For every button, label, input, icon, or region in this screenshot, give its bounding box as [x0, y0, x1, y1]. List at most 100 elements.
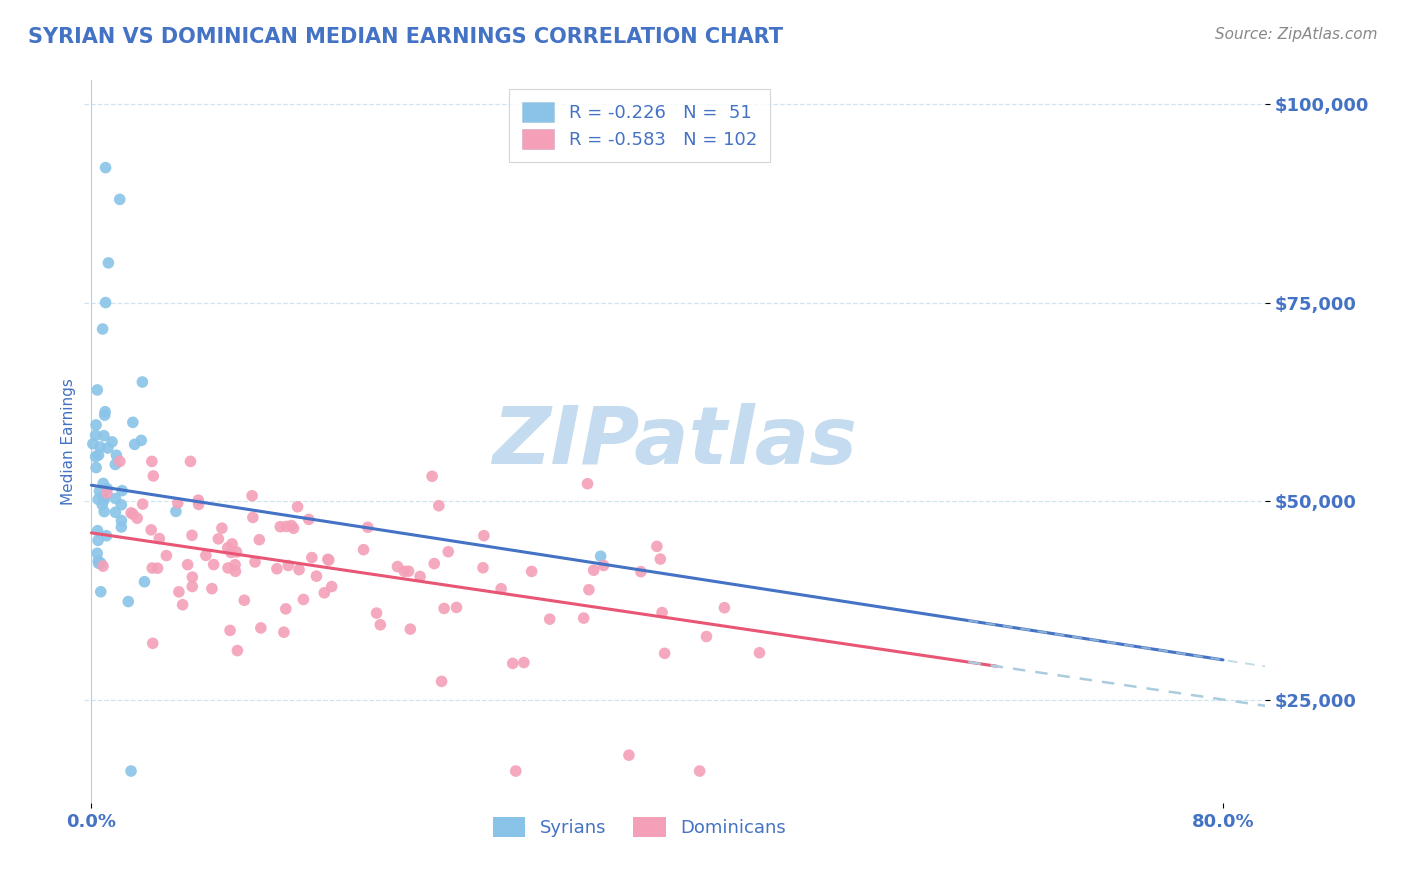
Point [142, 636, 165, 650]
Point [84, 417, 107, 432]
Point [141, 523, 163, 537]
Point [104, 505, 127, 519]
Point [357, 520, 380, 534]
Point [420, 469, 443, 483]
Point [94, 405, 117, 419]
Point [283, 521, 305, 535]
Point [366, 606, 388, 620]
Point [266, 562, 288, 576]
Point [242, 510, 264, 524]
Point [589, 549, 612, 564]
Point [87, 556, 110, 570]
Point [97, 441, 120, 455]
Point [409, 569, 432, 583]
Point [131, 497, 153, 511]
Point [520, 565, 543, 579]
Point [141, 454, 163, 468]
Point [127, 511, 149, 525]
Point [274, 602, 297, 616]
Point [576, 476, 599, 491]
Point [181, 528, 204, 542]
Point [217, 541, 239, 555]
Point [176, 558, 198, 572]
Legend: Syrians, Dominicans: Syrians, Dominicans [485, 810, 793, 845]
Text: Source: ZipAtlas.com: Source: ZipAtlas.com [1215, 27, 1378, 42]
Point [243, 555, 266, 569]
Point [90, 584, 112, 599]
Point [394, 564, 416, 578]
Point [370, 617, 392, 632]
Point [96, 486, 118, 500]
Point [630, 565, 652, 579]
Point [211, 521, 233, 535]
Point [105, 448, 128, 462]
Point [194, 549, 217, 563]
Point [287, 500, 309, 514]
Point [84, 450, 107, 464]
Point [87, 492, 110, 507]
Point [129, 434, 152, 448]
Point [110, 520, 132, 534]
Point [513, 656, 536, 670]
Point [592, 558, 614, 573]
Point [748, 646, 770, 660]
Point [430, 674, 453, 689]
Point [110, 498, 132, 512]
Point [142, 469, 165, 483]
Point [202, 558, 225, 572]
Point [226, 643, 249, 657]
Point [86, 546, 108, 560]
Point [201, 582, 224, 596]
Point [472, 529, 495, 543]
Point [651, 606, 673, 620]
Text: SYRIAN VS DOMINICAN MEDIAN EARNINGS CORRELATION CHART: SYRIAN VS DOMINICAN MEDIAN EARNINGS CORR… [28, 27, 783, 46]
Point [110, 514, 132, 528]
Point [97, 256, 120, 270]
Point [94, 295, 117, 310]
Point [224, 565, 246, 579]
Point [93, 408, 115, 422]
Point [91, 498, 114, 512]
Point [502, 657, 524, 671]
Point [217, 561, 239, 575]
Point [93, 492, 115, 507]
Point [505, 764, 527, 778]
Point [120, 764, 142, 778]
Point [84, 460, 107, 475]
Point [181, 579, 204, 593]
Point [298, 512, 321, 526]
Point [117, 594, 139, 608]
Point [301, 550, 323, 565]
Point [90, 557, 112, 571]
Point [91, 322, 114, 336]
Point [91, 476, 114, 491]
Point [273, 625, 295, 640]
Point [121, 507, 143, 521]
Point [713, 600, 735, 615]
Point [108, 193, 131, 207]
Point [276, 519, 298, 533]
Point [96, 482, 118, 496]
Point [240, 489, 263, 503]
Point [91, 559, 114, 574]
Point [166, 496, 188, 510]
Point [104, 491, 127, 506]
Point [645, 540, 668, 554]
Point [695, 630, 717, 644]
Point [187, 498, 209, 512]
Point [423, 557, 446, 571]
Point [165, 504, 187, 518]
Text: ZIPatlas: ZIPatlas [492, 402, 858, 481]
Point [280, 518, 302, 533]
Point [155, 549, 177, 563]
Point [292, 592, 315, 607]
Point [94, 161, 117, 175]
Point [181, 570, 204, 584]
Point [93, 490, 115, 504]
Point [104, 458, 127, 472]
Point [321, 580, 343, 594]
Point [86, 524, 108, 538]
Point [399, 622, 422, 636]
Point [233, 593, 256, 607]
Point [219, 624, 242, 638]
